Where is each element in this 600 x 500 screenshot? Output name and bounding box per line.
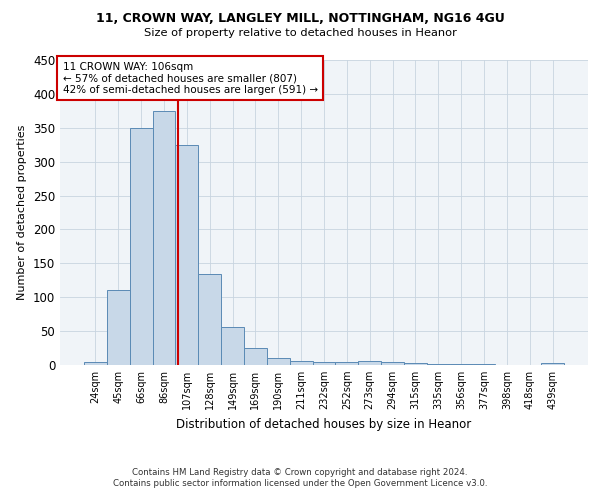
Text: 11 CROWN WAY: 106sqm
← 57% of detached houses are smaller (807)
42% of semi-deta: 11 CROWN WAY: 106sqm ← 57% of detached h… (62, 62, 318, 94)
Bar (450, 364, 473, 365)
Bar (84, 362, 107, 365)
Bar (290, 361, 313, 365)
Y-axis label: Number of detached properties: Number of detached properties (17, 125, 28, 300)
Bar (198, 274, 221, 365)
Bar (473, 364, 496, 365)
Bar (221, 327, 244, 365)
Bar (244, 348, 267, 365)
Text: Contains HM Land Registry data © Crown copyright and database right 2024.
Contai: Contains HM Land Registry data © Crown c… (113, 468, 487, 487)
Bar (107, 290, 130, 365)
Bar (541, 363, 564, 365)
Bar (381, 362, 404, 365)
Bar (152, 111, 175, 365)
Bar (267, 358, 290, 365)
Text: 11, CROWN WAY, LANGLEY MILL, NOTTINGHAM, NG16 4GU: 11, CROWN WAY, LANGLEY MILL, NOTTINGHAM,… (95, 12, 505, 26)
Bar (335, 362, 358, 365)
Bar (130, 128, 152, 365)
Bar (404, 363, 427, 365)
Bar (427, 364, 450, 365)
Text: Size of property relative to detached houses in Heanor: Size of property relative to detached ho… (143, 28, 457, 38)
Bar (313, 362, 335, 365)
X-axis label: Distribution of detached houses by size in Heanor: Distribution of detached houses by size … (176, 418, 472, 430)
Bar (175, 144, 198, 365)
Bar (358, 361, 381, 365)
